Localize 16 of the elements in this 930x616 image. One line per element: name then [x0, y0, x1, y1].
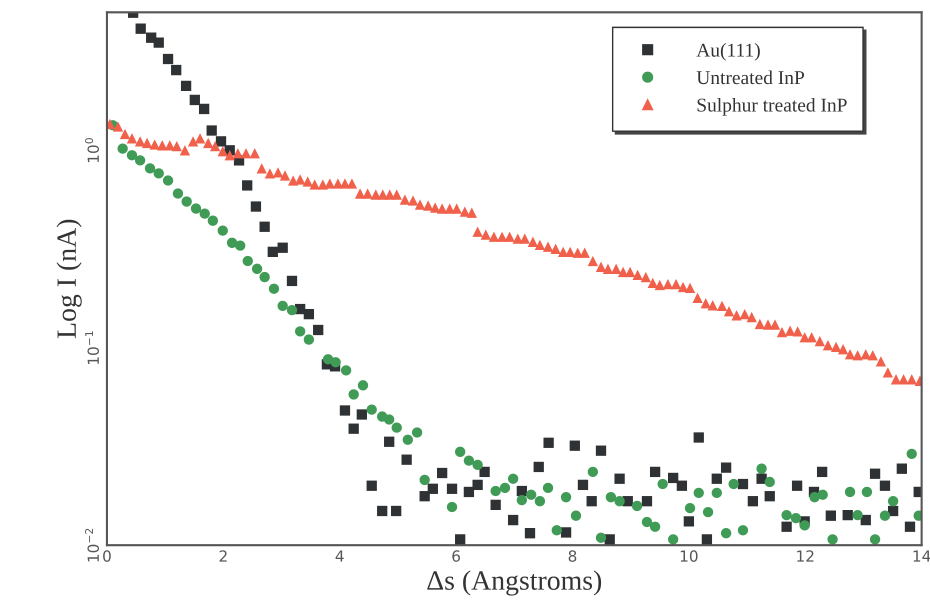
- x-tick-label: 12: [797, 550, 814, 562]
- x-tick-label: 8: [568, 550, 576, 562]
- x-tick-label: 4: [336, 550, 344, 562]
- x-tick-label: 2: [220, 550, 227, 562]
- x-tick-label: 14: [914, 550, 930, 562]
- x-tick-label: 10: [680, 550, 698, 562]
- y-axis-title: Log I (nA): [56, 220, 82, 338]
- x-tick-label: 6: [452, 550, 460, 562]
- x-tick-label: 0: [103, 550, 111, 562]
- y-tick-label: 10$^{−1}$: [85, 331, 100, 364]
- legend-label: Sulphur treated InP: [698, 98, 847, 116]
- x-axis-title: Δs (Angstroms): [427, 570, 602, 596]
- legend-label: Au(111): [696, 43, 760, 61]
- y-tick-label: 10$^{−2}$: [85, 528, 100, 562]
- y-tick-label: 10$^{0}$: [85, 138, 100, 162]
- legend-label: Untreated InP: [696, 70, 804, 84]
